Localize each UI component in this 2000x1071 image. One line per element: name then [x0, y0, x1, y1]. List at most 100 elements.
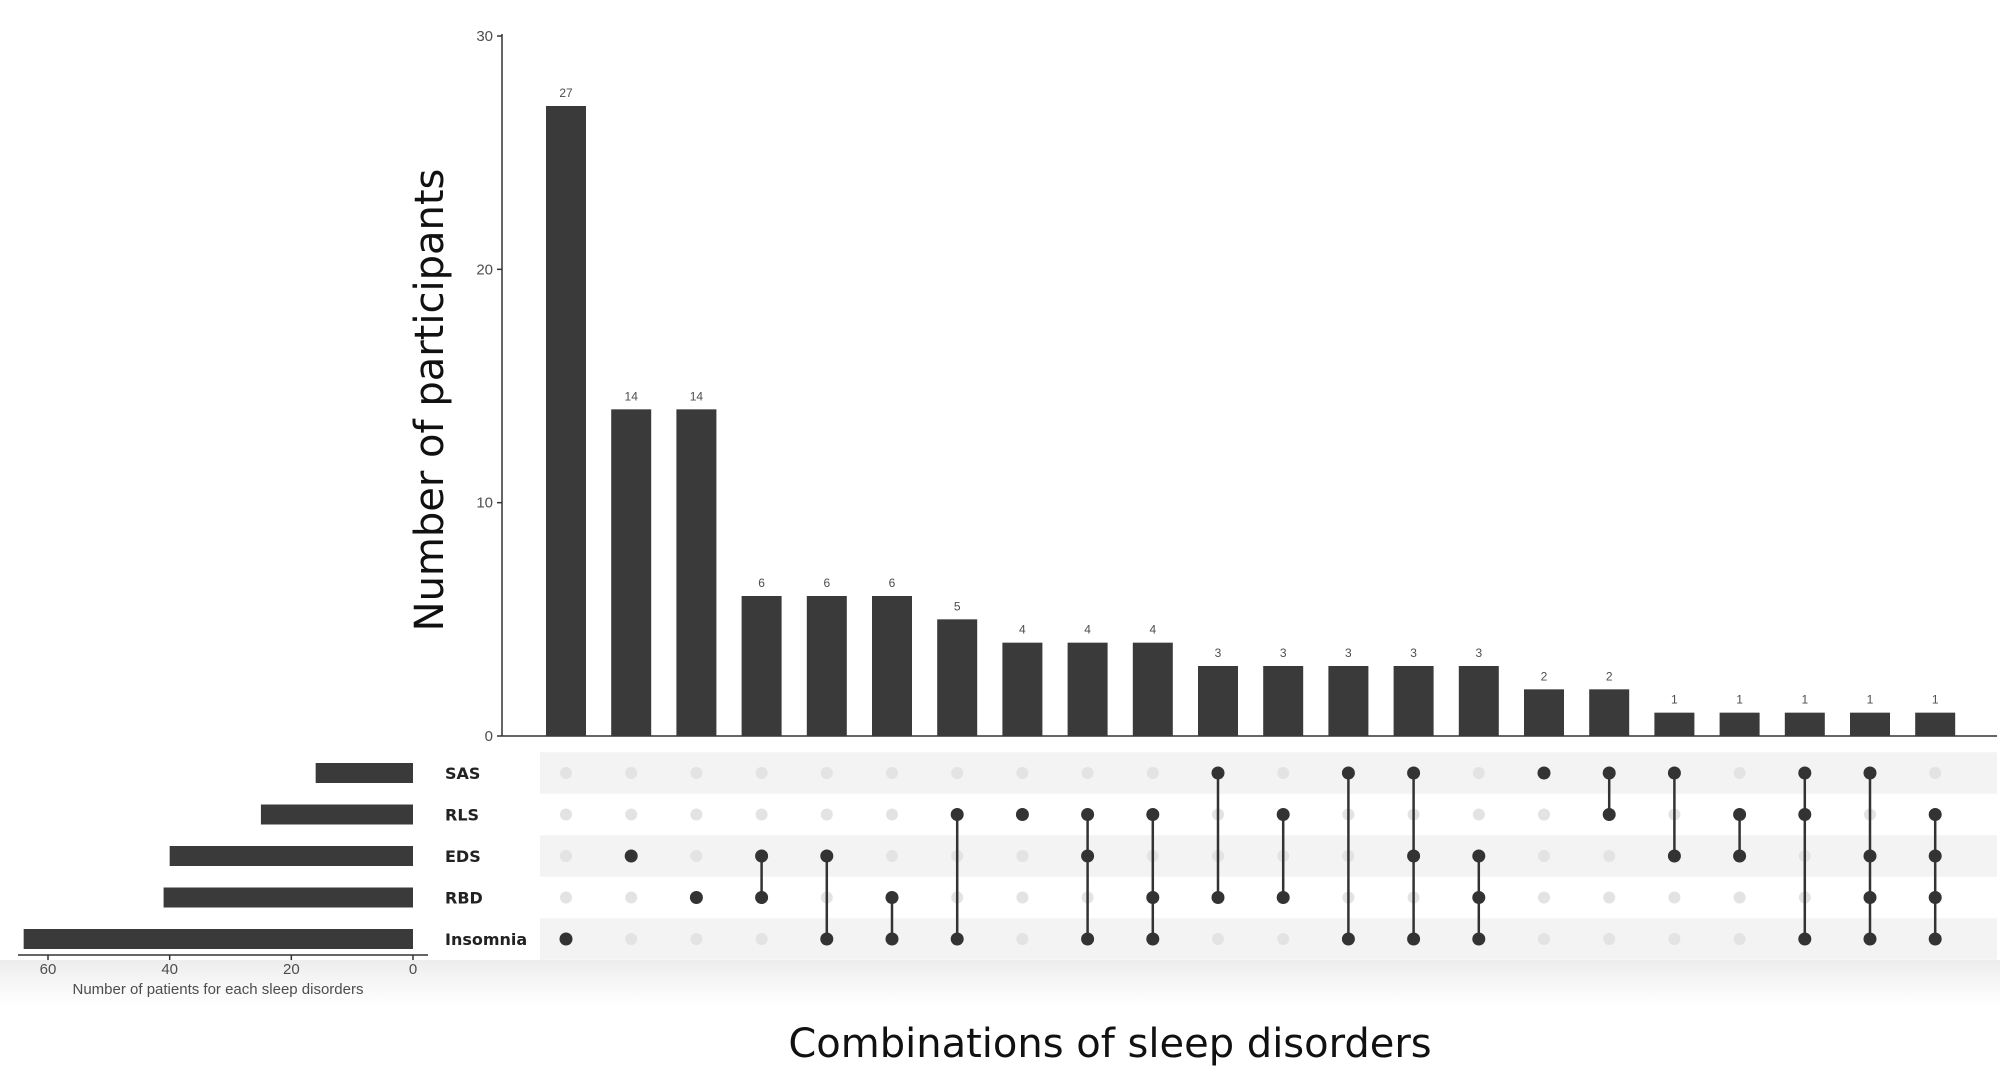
intersection-bar-8 — [1002, 642, 1043, 736]
intersection-bar-16 — [1524, 689, 1564, 736]
set-size-bar-rbd — [163, 887, 413, 908]
set-size-axis: 60 40 20 0 — [18, 954, 428, 978]
matrix-dot-inactive-15-rls — [1472, 808, 1485, 821]
matrix-dot-active-15-rbd — [1472, 891, 1486, 904]
matrix-dot-inactive-2-rbd — [625, 891, 638, 904]
intersection-bar-label-5: 6 — [823, 576, 830, 590]
matrix-dot-active-5-insomnia — [820, 932, 834, 946]
matrix-dot-inactive-6-sas — [886, 767, 898, 779]
matrix-dot-inactive-8-eds — [1016, 850, 1029, 862]
matrix-dot-active-10-rbd — [1146, 891, 1160, 904]
matrix-dot-inactive-12-sas — [1277, 767, 1290, 779]
matrix-dot-inactive-16-insomnia — [1538, 933, 1550, 945]
matrix-dot-active-11-rbd — [1211, 891, 1225, 904]
matrix-dot-inactive-3-eds — [690, 850, 703, 862]
matrix-dot-active-8-rls — [1015, 808, 1029, 821]
set-size-bars — [23, 763, 414, 949]
intersection-bar-15 — [1458, 666, 1499, 736]
matrix-dot-active-19-eds — [1733, 849, 1747, 863]
intersection-bars — [546, 106, 1956, 736]
matrix-dot-inactive-18-insomnia — [1668, 933, 1681, 945]
matrix-dot-active-18-sas — [1667, 766, 1681, 780]
matrix-dot-inactive-19-sas — [1733, 767, 1746, 779]
intersection-bar-3 — [676, 409, 717, 736]
matrix-dot-inactive-2-rls — [625, 808, 638, 821]
intersection-bar-9 — [1067, 642, 1108, 736]
matrix-dot-active-6-rbd — [885, 891, 899, 904]
matrix-dot-active-17-rls — [1602, 808, 1616, 821]
matrix-dot-inactive-19-rbd — [1733, 891, 1746, 904]
set-size-bar-eds — [169, 846, 413, 866]
matrix-bottom-shade — [0, 960, 2000, 1005]
intersection-bar-label-21: 1 — [1867, 693, 1874, 707]
matrix-dot-inactive-16-eds — [1538, 850, 1550, 862]
matrix-dot-active-10-rls — [1146, 808, 1160, 821]
matrix-dot-active-14-eds — [1407, 849, 1421, 863]
matrix-fade — [0, 960, 2000, 1005]
matrix-dot-active-18-eds — [1667, 849, 1681, 863]
intersection-bar-label-17: 2 — [1606, 669, 1613, 683]
intersection-bar-label-4: 6 — [758, 576, 765, 590]
matrix-dot-inactive-8-rbd — [1016, 891, 1029, 904]
y-axis-title: Number of participants — [407, 169, 453, 632]
matrix-dot-inactive-5-sas — [820, 767, 833, 779]
matrix-dot-inactive-22-sas — [1929, 767, 1942, 779]
matrix-dot-inactive-5-rls — [820, 808, 833, 821]
matrix-dot-inactive-9-sas — [1081, 767, 1094, 779]
intersection-bar-label-12: 3 — [1280, 646, 1287, 660]
matrix-dot-active-21-insomnia — [1863, 932, 1877, 946]
matrix-dot-inactive-16-rls — [1538, 808, 1550, 821]
intersection-bar-label-22: 1 — [1932, 693, 1939, 707]
y-tick-label-20: 20 — [476, 261, 493, 278]
set-label-sas: SAS — [445, 764, 480, 783]
matrix-dot-inactive-1-sas — [560, 767, 572, 779]
intersection-bar-label-7: 5 — [954, 599, 961, 613]
intersection-bar-label-11: 3 — [1215, 646, 1222, 660]
intersection-bar-7 — [937, 619, 978, 736]
set-label-insomnia: Insomnia — [445, 930, 527, 949]
intersection-bar-13 — [1328, 666, 1369, 736]
matrix-dot-active-21-rbd — [1863, 891, 1877, 904]
matrix-dot-inactive-4-sas — [755, 767, 768, 779]
matrix-dot-inactive-1-rls — [560, 808, 572, 821]
matrix-stripes — [540, 752, 1997, 960]
matrix-dot-inactive-3-insomnia — [690, 933, 703, 945]
set-size-bar-insomnia — [23, 929, 414, 949]
matrix-dot-inactive-6-eds — [886, 850, 898, 862]
matrix-dot-active-10-insomnia — [1146, 932, 1160, 946]
matrix-dot-active-17-sas — [1602, 766, 1616, 780]
matrix-dot-inactive-17-rbd — [1603, 891, 1616, 904]
set-label-eds: EDS — [445, 847, 481, 866]
matrix-dot-inactive-8-insomnia — [1016, 933, 1029, 945]
intersection-bar-label-15: 3 — [1475, 646, 1482, 660]
matrix-dot-active-7-rls — [950, 808, 964, 821]
intersection-bar-10 — [1132, 642, 1173, 736]
intersection-bar-label-8: 4 — [1019, 623, 1026, 637]
intersection-bar-label-14: 3 — [1410, 646, 1417, 660]
matrix-dot-active-9-eds — [1081, 849, 1095, 863]
x-axis-title: Combinations of sleep disorders — [788, 1021, 1431, 1067]
intersection-bar-4 — [741, 596, 782, 736]
matrix-dot-inactive-3-rls — [690, 808, 703, 821]
matrix-dot-inactive-4-rls — [755, 808, 768, 821]
matrix-dot-inactive-11-insomnia — [1212, 933, 1224, 945]
intersection-bar-label-10: 4 — [1149, 623, 1156, 637]
intersection-bar-label-2: 14 — [625, 389, 639, 403]
matrix-dot-active-16-sas — [1537, 766, 1551, 780]
y-tick-label-30: 30 — [476, 28, 493, 45]
intersection-bar-12 — [1263, 666, 1304, 736]
intersection-bar-19 — [1719, 712, 1760, 736]
matrix-dot-inactive-18-rbd — [1668, 891, 1681, 904]
intersection-bar-17 — [1589, 689, 1630, 736]
matrix-dot-inactive-4-insomnia — [755, 933, 768, 945]
matrix-dot-active-20-sas — [1798, 766, 1812, 780]
matrix-dot-inactive-2-sas — [625, 767, 638, 779]
intersection-bar-21 — [1850, 712, 1890, 736]
matrix-dot-active-1-insomnia — [559, 932, 573, 946]
matrix-dot-active-20-insomnia — [1798, 932, 1812, 946]
matrix-dot-active-19-rls — [1733, 808, 1747, 821]
intersection-bar-label-6: 6 — [889, 576, 896, 590]
matrix-dot-active-14-insomnia — [1407, 932, 1421, 946]
intersection-bar-20 — [1784, 712, 1825, 736]
matrix-dot-inactive-1-rbd — [560, 891, 572, 904]
